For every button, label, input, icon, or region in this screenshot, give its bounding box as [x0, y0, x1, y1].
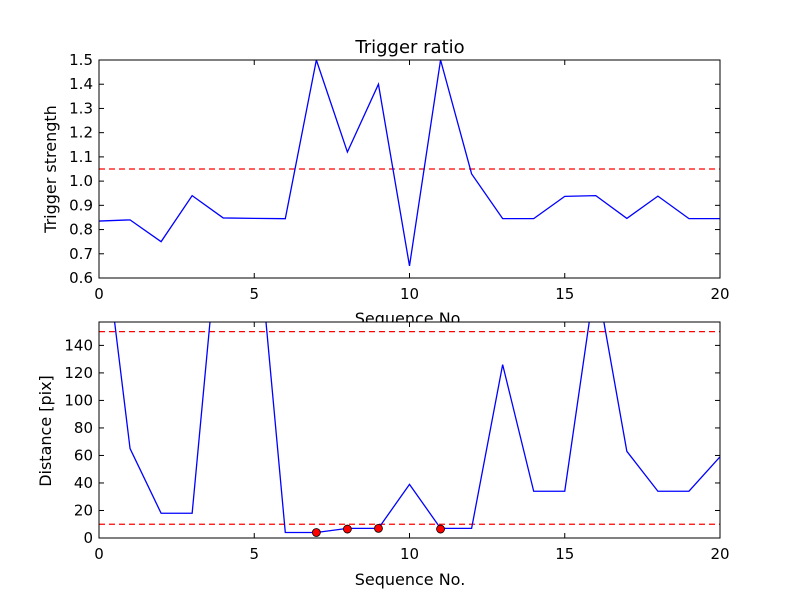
- data-marker: [342, 524, 352, 534]
- y-tick-label: 1.4: [69, 75, 93, 93]
- y-tick-label: 60: [74, 446, 93, 464]
- y-tick-label: 140: [64, 336, 93, 354]
- trigger-ratio-panel: Trigger ratio Sequence No. Trigger stren…: [41, 37, 730, 328]
- y-tick-label: 0.6: [69, 269, 93, 287]
- data-marker: [436, 524, 445, 534]
- x-tick-label: 15: [555, 285, 574, 303]
- x-tick-label: 10: [400, 545, 419, 563]
- x-tick-label: 0: [94, 285, 104, 303]
- y-tick-label: 0.7: [69, 245, 93, 263]
- plot-content: [99, 60, 720, 266]
- x-tick-label: 0: [94, 545, 104, 563]
- y-tick-label: 100: [64, 391, 93, 409]
- x-tick-label: 5: [249, 545, 259, 563]
- data-marker: [311, 528, 321, 537]
- y-tick-label: 120: [64, 364, 93, 382]
- y-tick-label: 20: [74, 501, 93, 519]
- plot-content: [99, 322, 720, 537]
- y-tick-label: 0.8: [69, 221, 93, 239]
- y-tick-label: 0: [83, 529, 93, 547]
- y-axis-title: Distance [pix]: [36, 375, 55, 487]
- x-tick-label: 5: [249, 285, 259, 303]
- y-tick-label: 1.2: [69, 124, 93, 142]
- y-tick-label: 1.5: [69, 51, 93, 69]
- distance-panel: Sequence No. Distance [pix] 0 5 10 15 20 0 20 4…: [36, 321, 730, 589]
- x-tick-label: 20: [710, 285, 729, 303]
- series-line: [99, 60, 720, 266]
- y-tick-label: 1.3: [69, 99, 93, 117]
- x-tick-label: 20: [710, 545, 729, 563]
- y-tick-label: 1.0: [69, 172, 93, 190]
- y-tick-label: 40: [74, 474, 93, 492]
- y-tick-label: 80: [74, 419, 93, 437]
- y-tick-label: 0.9: [69, 196, 93, 214]
- chart-title: Trigger ratio: [354, 37, 464, 58]
- plot-area: [99, 322, 720, 538]
- y-tick-label: 1.1: [69, 148, 93, 166]
- data-marker: [374, 523, 383, 533]
- x-tick-label: 15: [555, 545, 574, 563]
- x-tick-label: 10: [400, 285, 419, 303]
- y-axis-title: Trigger strength: [41, 105, 60, 234]
- series-line: [113, 322, 720, 534]
- x-axis-title: Sequence No.: [355, 570, 466, 589]
